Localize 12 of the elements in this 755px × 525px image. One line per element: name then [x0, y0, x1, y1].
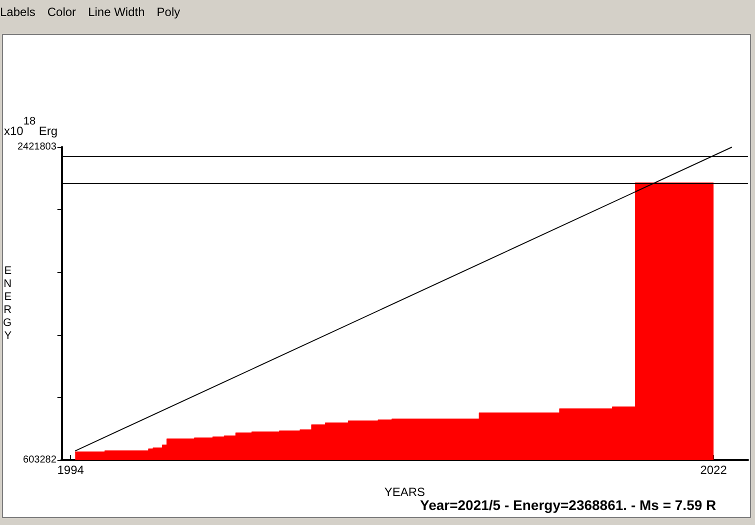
x-axis-title: YEARS	[384, 485, 426, 499]
text: Labels	[0, 5, 36, 19]
text: Line Width	[88, 5, 145, 19]
text: Year=2021/5 - Energy=2368861. - Ms = 7.59 R	[420, 497, 716, 513]
y-tick-label: 2421803	[17, 142, 57, 152]
text: Color	[47, 5, 76, 19]
y-axis-title: ENERGY	[2, 265, 12, 342]
text: Poly	[156, 5, 180, 19]
y-tick-label: 603282	[23, 454, 57, 466]
x-tick-label: 2022	[700, 463, 728, 477]
x-tick-label: 1994	[57, 463, 84, 477]
text: x1018 Erg	[4, 116, 58, 138]
